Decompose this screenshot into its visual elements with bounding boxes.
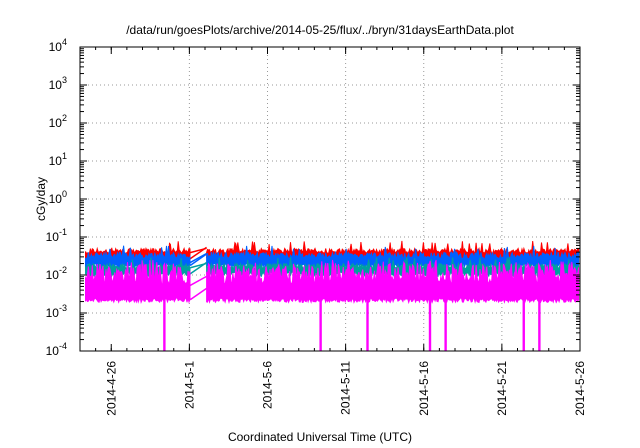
dropout-spike: [444, 297, 447, 351]
dropout-spike: [366, 297, 369, 351]
dropout-spike: [319, 297, 322, 351]
gap-connector: [189, 275, 207, 287]
y-tick-exponent: 3: [62, 75, 67, 85]
axis-ticks: 10-410-310-210-11001011021031042014-4-26…: [46, 37, 587, 416]
y-tick-exponent: -3: [59, 303, 67, 313]
dropout-spike: [538, 297, 541, 351]
y-axis-label: cGy/day: [34, 177, 48, 221]
series-band: [85, 245, 191, 270]
y-tick-label: 104: [49, 37, 67, 54]
gap-connector: [189, 253, 207, 267]
chart-title: /data/run/goesPlots/archive/2014-05-25/f…: [126, 23, 514, 37]
x-tick-label: 2014-4-26: [104, 361, 118, 416]
x-axis-label: Coordinated Universal Time (UTC): [227, 430, 413, 444]
x-tick-label: 2014-5-16: [417, 361, 431, 416]
x-tick-label: 2014-5-6: [261, 361, 275, 409]
x-tick-label: 2014-5-1: [182, 361, 196, 409]
gap-connector: [189, 252, 207, 264]
y-tick-label: 100: [49, 189, 67, 206]
data-series: [85, 240, 580, 351]
grid: [80, 47, 580, 351]
y-tick-label: 103: [49, 75, 67, 92]
x-tick-label: 2014-5-11: [339, 361, 353, 415]
y-tick-exponent: -4: [59, 341, 67, 351]
y-tick-exponent: 1: [62, 151, 67, 161]
gap-connector: [189, 261, 207, 275]
y-tick-exponent: -1: [59, 227, 67, 237]
y-tick-label: 10-4: [46, 341, 67, 358]
y-tick-exponent: 2: [62, 113, 67, 123]
y-tick-label: 102: [49, 113, 67, 130]
gap-connector: [189, 287, 207, 301]
x-tick-label: 2014-5-21: [495, 361, 509, 416]
y-tick-exponent: 4: [62, 37, 67, 47]
series-band: [206, 259, 580, 305]
x-tick-label: 2014-5-26: [573, 361, 587, 416]
y-tick-label: 10-3: [46, 303, 67, 320]
dropout-spike: [163, 297, 166, 351]
y-tick-label: 101: [49, 151, 67, 168]
dropout-spike: [522, 297, 525, 351]
y-tick-label: 10-2: [46, 265, 67, 282]
gap-connector: [189, 246, 207, 260]
y-tick-exponent: -2: [59, 265, 67, 275]
y-tick-label: 10-1: [46, 227, 67, 244]
y-tick-exponent: 0: [62, 189, 67, 199]
dropout-spike: [428, 297, 432, 351]
